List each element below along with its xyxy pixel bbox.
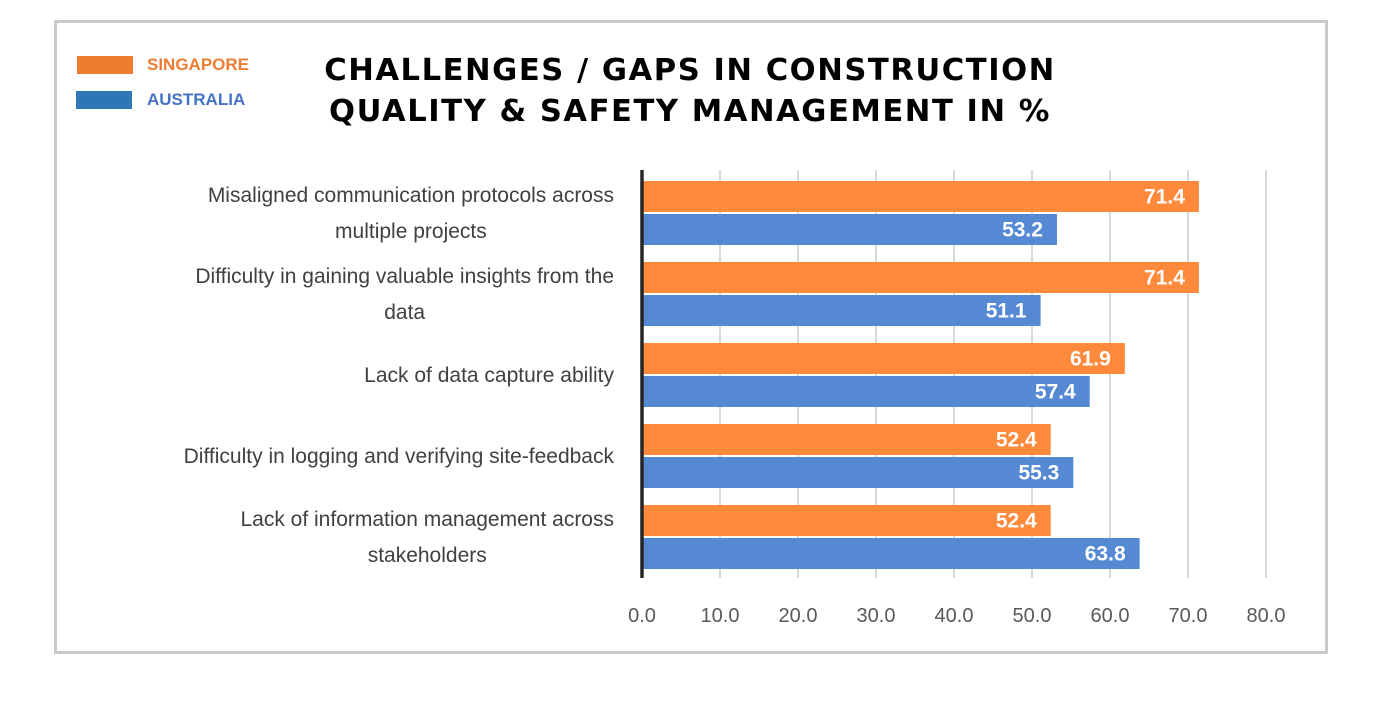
category-label: multiple projects (335, 220, 487, 243)
category-label: stakeholders (368, 544, 487, 567)
legend-label-singapore: SINGAPORE (147, 55, 250, 74)
data-label: 71.4 (1144, 186, 1185, 209)
bar-singapore (642, 262, 1199, 293)
data-label: 55.3 (1018, 462, 1059, 485)
bar-australia (642, 214, 1057, 245)
bar-australia (642, 295, 1041, 326)
data-label: 51.1 (986, 300, 1027, 323)
legend-label-australia: AUSTRALIA (147, 90, 246, 109)
category-labels: Misaligned communication protocols acros… (184, 184, 615, 567)
category-label: data (384, 301, 425, 324)
category-label: Lack of data capture ability (364, 364, 614, 387)
x-tick-label: 40.0 (935, 605, 974, 627)
x-tick-label: 80.0 (1247, 605, 1286, 627)
chart-title-line-2: QUALITY & SAFETY MANAGEMENT IN % (329, 94, 1051, 129)
x-tick-label: 50.0 (1013, 605, 1052, 627)
data-label: 53.2 (1002, 219, 1043, 242)
category-label: Lack of information management across (240, 508, 614, 531)
bar-singapore (642, 343, 1125, 374)
bar-australia (642, 457, 1074, 488)
data-label: 52.4 (996, 429, 1037, 452)
data-label: 63.8 (1085, 543, 1126, 566)
category-label: Difficulty in gaining valuable insights … (195, 265, 614, 288)
chart-title: CHALLENGES / GAPS IN CONSTRUCTION QUALIT… (292, 50, 1088, 132)
x-tick-label: 60.0 (1091, 605, 1130, 627)
category-label: Difficulty in logging and verifying site… (184, 445, 615, 468)
bar-singapore (642, 181, 1199, 212)
x-tick-label: 20.0 (779, 605, 818, 627)
bar-singapore (642, 424, 1051, 455)
x-tick-label: 10.0 (701, 605, 740, 627)
legend-swatch-singapore (77, 56, 133, 74)
bar-singapore (642, 505, 1051, 536)
bar-australia (642, 538, 1140, 569)
legend-swatch-australia (76, 91, 132, 109)
x-tick-labels: 0.0 10.0 20.0 30.0 40.0 50.0 60.0 70.0 80.0 (628, 605, 1285, 627)
x-tick-label: 0.0 (628, 605, 656, 627)
data-label: 71.4 (1144, 267, 1185, 290)
data-label: 52.4 (996, 510, 1037, 533)
data-label: 61.9 (1070, 348, 1111, 371)
bars: 71.4 53.2 71.4 51.1 61.9 57.4 52.4 55.3 52.4 63.8 (642, 181, 1199, 569)
x-tick-label: 70.0 (1169, 605, 1208, 627)
x-tick-label: 30.0 (857, 605, 896, 627)
chart-title-line-1: CHALLENGES / GAPS IN CONSTRUCTION (324, 53, 1056, 88)
data-label: 57.4 (1035, 381, 1076, 404)
bar-australia (642, 376, 1090, 407)
category-label: Misaligned communication protocols acros… (208, 184, 614, 207)
